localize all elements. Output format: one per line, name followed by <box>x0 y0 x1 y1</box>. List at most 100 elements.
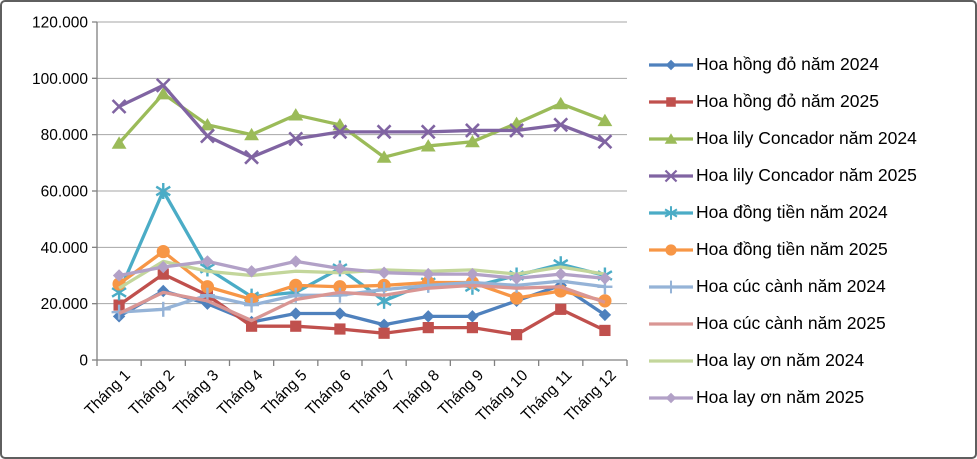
legend-item[interactable]: Hoa lily Concador năm 2024 <box>648 120 917 157</box>
marker-square <box>510 329 523 341</box>
marker-square <box>290 320 302 332</box>
legend-item[interactable]: Hoa đồng tiền năm 2024 <box>648 194 917 231</box>
marker-square <box>422 322 434 334</box>
y-axis-tick-label: 20.000 <box>41 296 89 313</box>
marker-diamond <box>466 267 479 281</box>
marker-asterisk <box>155 185 171 197</box>
legend-item[interactable]: Hoa cúc cành năm 2025 <box>648 305 917 342</box>
legend-item[interactable]: Hoa lay ơn năm 2025 <box>648 379 917 416</box>
series-line <box>118 83 606 159</box>
legend-swatch-square-icon <box>649 96 693 107</box>
marker-circle <box>200 280 215 294</box>
x-axis-tick-label: Tháng 6 <box>302 367 354 419</box>
marker-triangle <box>288 108 304 121</box>
marker-circle <box>665 243 677 256</box>
marker-square <box>466 322 479 334</box>
marker-asterisk <box>111 287 127 298</box>
y-axis-tick-label: 120.000 <box>32 15 88 32</box>
marker-diamond <box>466 310 479 323</box>
marker-x <box>244 149 260 165</box>
series-7 <box>118 283 606 323</box>
marker-x <box>597 134 613 150</box>
marker-triangle <box>553 96 569 110</box>
marker-diamond <box>510 272 523 285</box>
legend-label: Hoa lily Concador năm 2024 <box>696 127 917 148</box>
x-axis-tick-label: Tháng 4 <box>214 367 267 420</box>
legend-swatch-diamond-icon <box>649 392 693 403</box>
legend-item[interactable]: Hoa cúc cành năm 2024 <box>648 268 917 305</box>
x-axis-tick-label: Tháng 2 <box>126 367 178 419</box>
legend-item[interactable]: Hoa hồng đỏ năm 2024 <box>648 46 917 83</box>
legend-item[interactable]: Hoa lay ơn năm 2024 <box>648 342 917 379</box>
x-axis-tick-label: Tháng 1 <box>82 367 134 419</box>
marker-diamond <box>333 307 347 320</box>
marker-diamond <box>598 272 612 285</box>
series-9 <box>112 255 612 285</box>
marker-circle <box>333 280 347 294</box>
legend-item[interactable]: Hoa hồng đỏ năm 2025 <box>648 83 917 120</box>
marker-x <box>553 117 569 133</box>
y-axis-tick-label: 40.000 <box>41 240 89 257</box>
legend-label: Hoa đồng tiền năm 2024 <box>696 201 888 222</box>
series-line <box>117 92 606 159</box>
series-line <box>118 283 606 323</box>
marker-triangle <box>111 136 127 149</box>
marker-square <box>666 96 676 107</box>
marker-triangle <box>155 87 171 100</box>
marker-diamond <box>333 262 347 275</box>
legend-swatch-circle-icon <box>649 243 693 256</box>
marker-diamond <box>157 260 170 274</box>
marker-triangle <box>244 127 259 141</box>
marker-circle <box>289 278 303 292</box>
marker-diamond <box>377 266 391 279</box>
marker-diamond <box>422 310 435 323</box>
marker-triangle <box>420 139 436 152</box>
series-line <box>118 249 606 303</box>
marker-asterisk <box>664 207 678 218</box>
legend-swatch-triangle-icon <box>649 132 693 144</box>
legend-label: Hoa cúc cành năm 2025 <box>696 312 886 333</box>
marker-x <box>199 128 215 144</box>
marker-x <box>664 169 678 182</box>
legend-label: Hoa lay ơn năm 2025 <box>696 386 865 407</box>
x-axis-tick-label: Tháng 8 <box>391 367 443 419</box>
marker-triangle <box>597 113 613 127</box>
marker-square <box>555 303 567 315</box>
legend-swatch-none-icon <box>649 321 693 326</box>
legend-item[interactable]: Hoa lily Concador năm 2025 <box>648 157 917 194</box>
marker-x <box>509 123 525 138</box>
series-line <box>118 272 606 337</box>
series-2 <box>111 87 613 163</box>
marker-diamond <box>665 59 677 70</box>
marker-square <box>334 323 346 335</box>
marker-diamond <box>289 255 302 268</box>
marker-square <box>245 320 258 332</box>
y-axis-tick-label: 100.000 <box>32 71 88 88</box>
marker-diamond <box>422 267 435 281</box>
marker-triangle <box>465 134 480 148</box>
marker-triangle <box>200 118 215 131</box>
marker-square <box>378 327 390 339</box>
y-axis-tick-label: 60.000 <box>41 184 89 201</box>
legend-label: Hoa lay ơn năm 2024 <box>696 349 865 370</box>
legend-swatch-asterisk-icon <box>649 205 693 220</box>
x-axis-tick-label: Tháng 3 <box>170 367 222 419</box>
marker-triangle <box>376 150 392 163</box>
legend-label: Hoa lily Concador năm 2025 <box>696 164 917 185</box>
marker-x <box>288 131 304 147</box>
legend-swatch-diamond-icon <box>649 59 693 70</box>
legend: Hoa hồng đỏ năm 2024 Hoa hồng đỏ năm 2025… <box>648 46 917 416</box>
y-axis-tick-label: 0 <box>79 353 88 370</box>
marker-diamond <box>554 267 567 281</box>
marker-asterisk <box>376 295 392 307</box>
marker-x <box>155 77 171 93</box>
marker-diamond <box>665 392 677 403</box>
marker-square <box>599 324 611 337</box>
legend-item[interactable]: Hoa đồng tiền năm 2025 <box>648 231 917 268</box>
legend-label: Hoa hồng đỏ năm 2024 <box>696 53 879 74</box>
series-3 <box>111 77 613 165</box>
x-axis-tick-label: Tháng 5 <box>258 367 310 419</box>
marker-diamond <box>201 255 214 268</box>
series-line <box>118 259 606 280</box>
